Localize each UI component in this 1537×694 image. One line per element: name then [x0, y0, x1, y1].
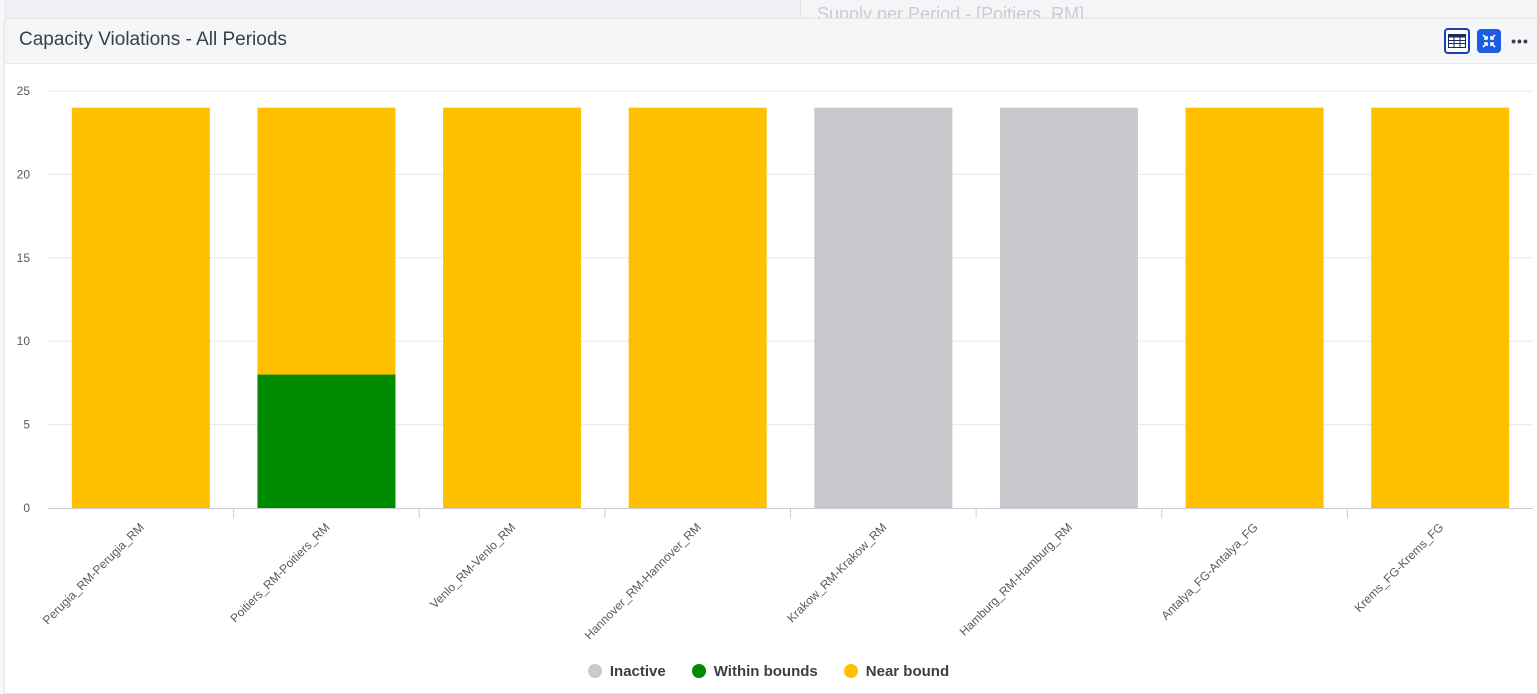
background-panel: Supply per Period - [Poitiers_RM]: [800, 0, 1537, 20]
card-title: Capacity Violations - All Periods: [19, 29, 287, 50]
card-header: Capacity Violations - All Periods •••: [5, 19, 1537, 64]
y-tick-label: 25: [17, 84, 31, 98]
x-tick-label: Hamburg_RM-Hamburg_RM: [957, 520, 1075, 638]
y-tick-label: 15: [17, 251, 31, 265]
bar-near-bound: [443, 107, 582, 509]
legend-item-within-bounds[interactable]: Within bounds: [691, 660, 818, 682]
y-tick-label: 10: [17, 334, 31, 348]
legend-label-within-bounds: Within bounds: [713, 662, 818, 680]
bar-near-bound: [628, 107, 767, 509]
bar-inactive: [999, 107, 1138, 509]
collapse-button[interactable]: [1477, 29, 1501, 53]
background-edge: [0, 0, 4, 694]
x-tick-label: Hannover_RM-Hannover_RM: [582, 520, 704, 642]
x-tick-label: Krems_FG-Krems_FG: [1352, 520, 1447, 615]
more-options-button[interactable]: •••: [1509, 28, 1531, 54]
collapse-icon: [1482, 34, 1496, 48]
x-tick-label: Antalya_FG-Antalya_FG: [1158, 520, 1260, 622]
bar-inactive: [814, 107, 953, 509]
x-tick-label: Poitiers_RM-Poitiers_RM: [227, 520, 332, 625]
legend-item-near-bound[interactable]: Near bound: [843, 660, 950, 682]
legend-item-inactive[interactable]: Inactive: [587, 660, 666, 682]
bar-within-bounds: [257, 374, 396, 508]
y-tick-label: 0: [23, 501, 30, 515]
x-tick-label: Perugia_RM-Perugia_RM: [40, 520, 147, 627]
more-icon: •••: [1511, 33, 1529, 49]
bar-near-bound: [71, 107, 210, 509]
bar-near-bound: [257, 107, 396, 375]
legend-label-near-bound: Near bound: [865, 662, 950, 680]
bar-near-bound: [1185, 107, 1324, 509]
legend-swatch-inactive: [587, 664, 602, 678]
legend-label-inactive: Inactive: [609, 662, 666, 680]
y-tick-label: 20: [17, 167, 31, 181]
background-panel-title: Supply per Period - [Poitiers_RM]: [817, 4, 1085, 20]
bar-near-bound: [1371, 107, 1510, 509]
chart-legend: Inactive Within bounds Near bound: [0, 660, 1537, 682]
legend-swatch-within-bounds: [691, 664, 706, 678]
x-tick-label: Venlo_RM-Venlo_RM: [427, 520, 518, 611]
table-view-button[interactable]: [1444, 28, 1470, 54]
table-view-icon: [1448, 34, 1466, 48]
chart-bars: [71, 107, 1510, 509]
legend-swatch-near-bound: [843, 664, 858, 678]
y-tick-label: 5: [23, 418, 30, 432]
x-tick-label: Krakow_RM-Krakow_RM: [784, 520, 889, 625]
